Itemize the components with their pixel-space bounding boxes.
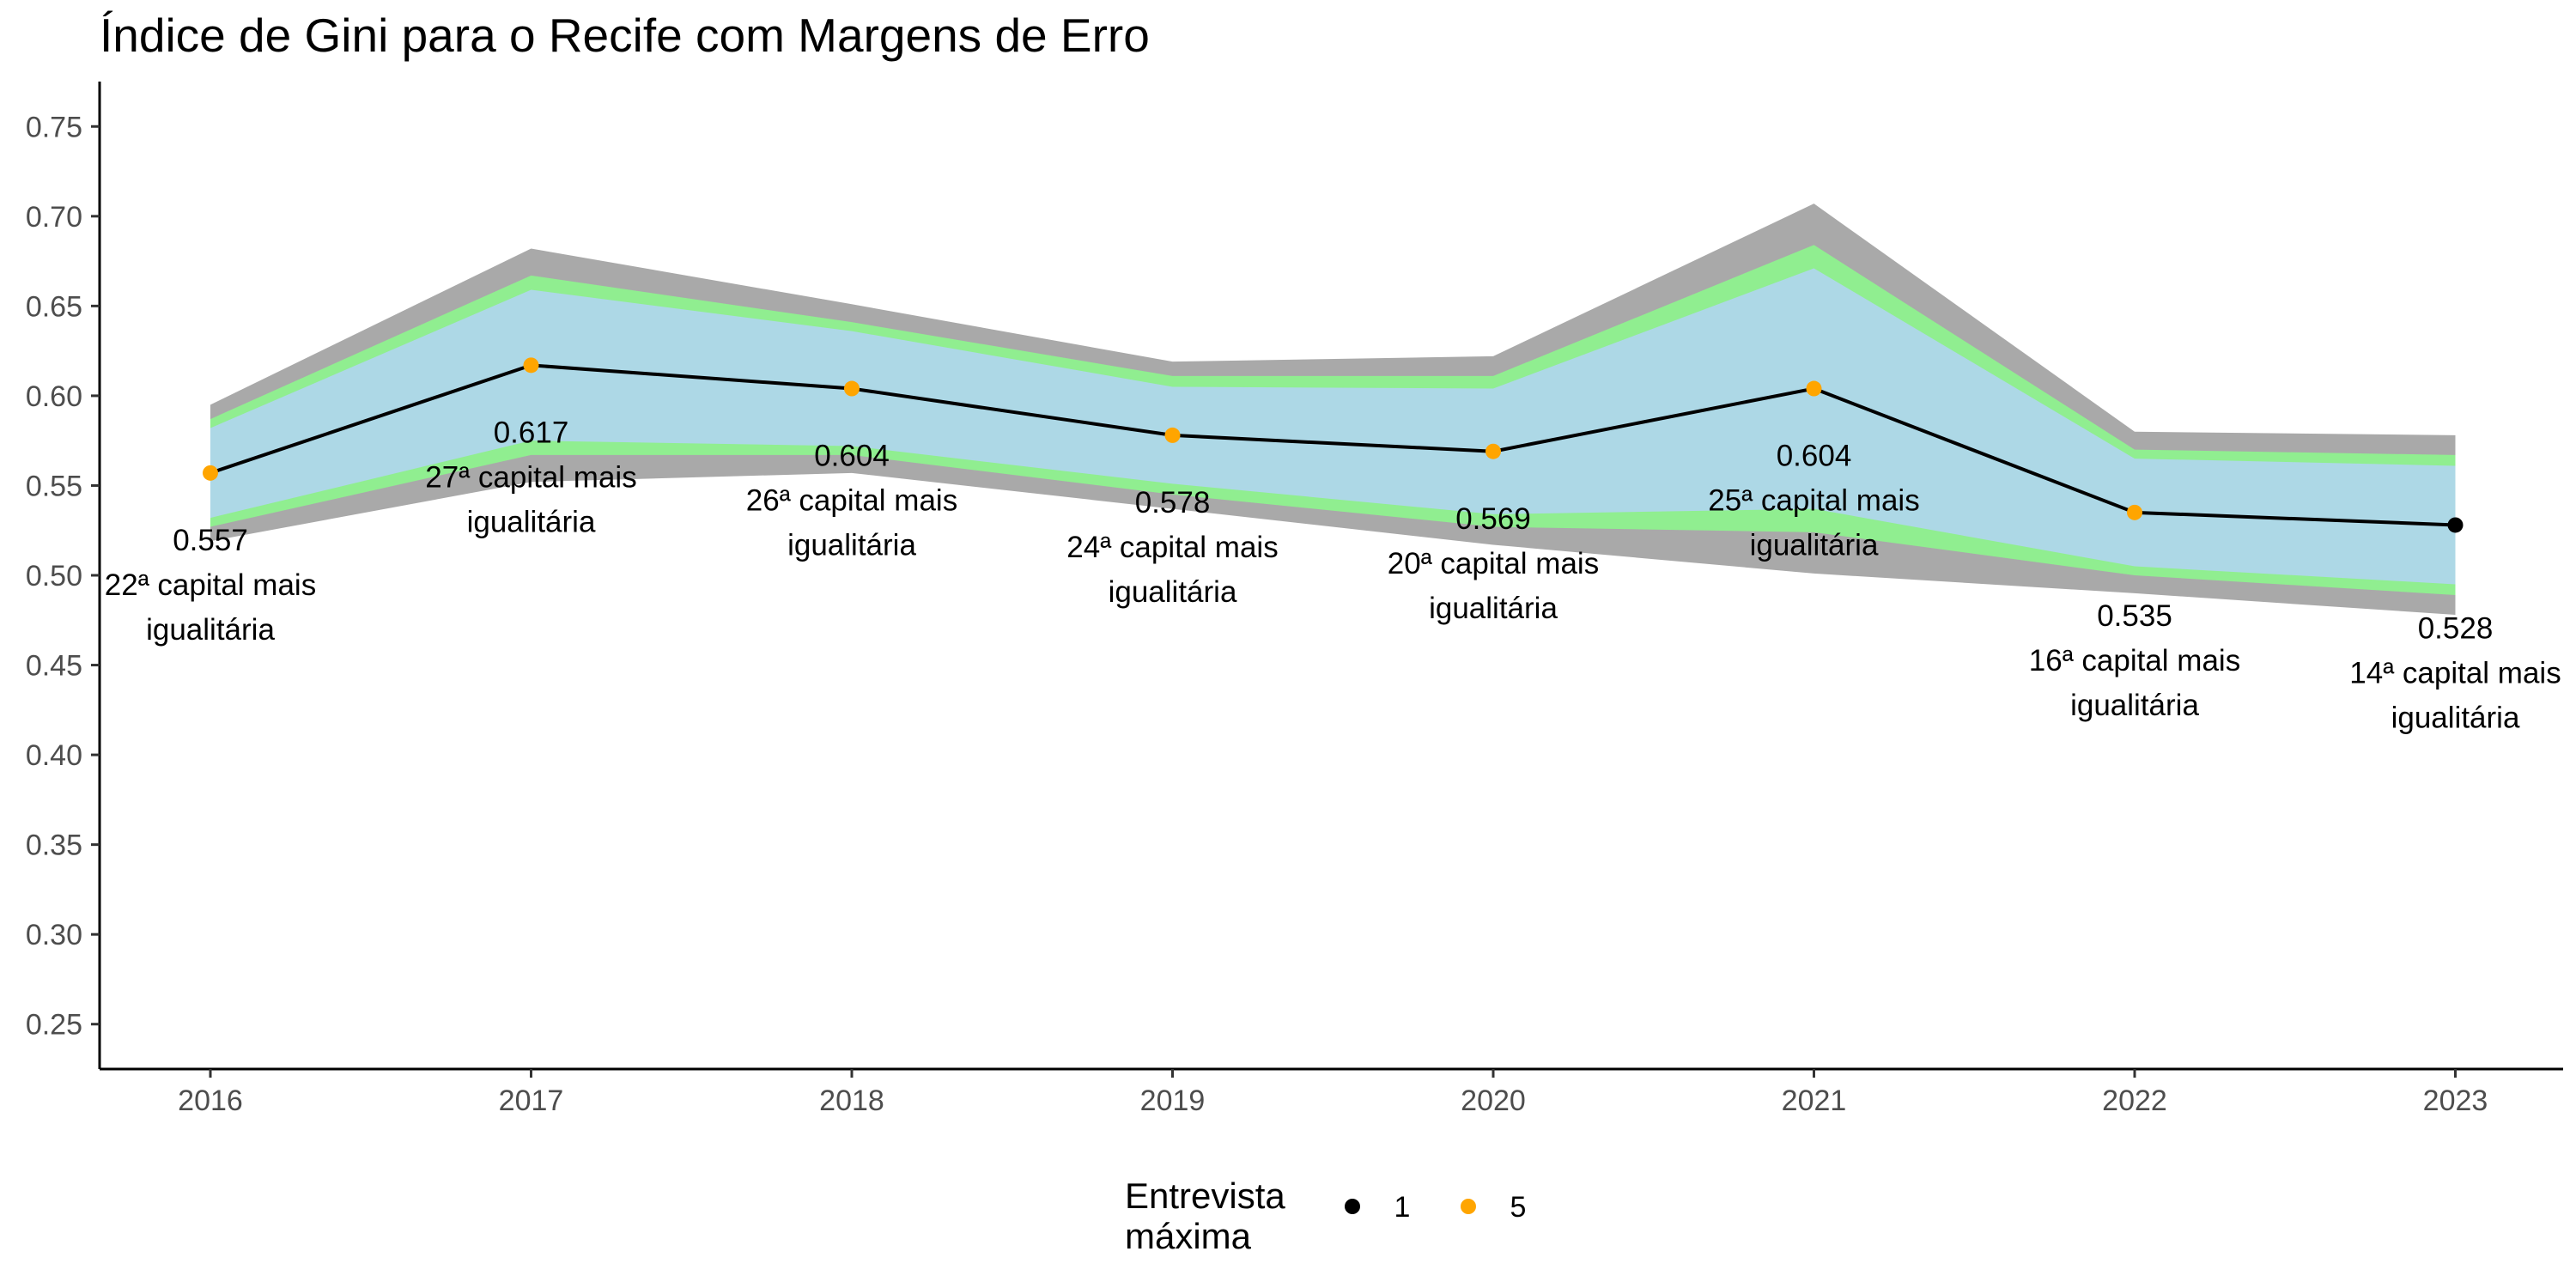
data-label-word-2023: igualitária bbox=[2391, 701, 2520, 734]
data-label-rank-2018: 26ª capital mais bbox=[746, 484, 957, 518]
y-tick-label-0.60: 0.60 bbox=[26, 380, 82, 413]
data-label-word-2022: igualitária bbox=[2070, 689, 2199, 722]
data-label-word-2019: igualitária bbox=[1109, 575, 1237, 609]
data-label-value-2018: 0.604 bbox=[814, 440, 890, 473]
data-label-word-2017: igualitária bbox=[467, 506, 596, 539]
y-tick-label-0.55: 0.55 bbox=[26, 470, 82, 502]
data-point-2016 bbox=[203, 465, 218, 481]
data-label-value-2017: 0.617 bbox=[494, 416, 569, 450]
gini-line bbox=[210, 363, 2456, 527]
x-tick-label-2021: 2021 bbox=[1782, 1084, 1847, 1117]
data-label-value-2021: 0.604 bbox=[1777, 440, 1852, 473]
error-band-3 bbox=[210, 268, 2456, 585]
data-point-2018 bbox=[844, 380, 860, 397]
y-tick-label-0.35: 0.35 bbox=[26, 829, 82, 862]
legend-title-line2: máxima bbox=[1125, 1216, 1252, 1256]
legend-key-5 bbox=[1461, 1199, 1476, 1214]
data-label-rank-2021: 25ª capital mais bbox=[1708, 484, 1919, 518]
x-tick-label-2018: 2018 bbox=[819, 1084, 884, 1117]
data-label-value-2023: 0.528 bbox=[2418, 611, 2494, 645]
gini-series bbox=[210, 363, 2456, 527]
legend-title-line1: Entrevista bbox=[1125, 1176, 1285, 1216]
data-label-value-2016: 0.557 bbox=[173, 524, 248, 557]
data-point-2023 bbox=[2447, 517, 2464, 533]
data-label-rank-2020: 20ª capital mais bbox=[1388, 547, 1599, 580]
y-tick-label-0.75: 0.75 bbox=[26, 111, 82, 143]
y-tick-label-0.50: 0.50 bbox=[26, 560, 82, 592]
y-tick-label-0.25: 0.25 bbox=[26, 1009, 82, 1042]
chart-title: Índice de Gini para o Recife com Margens… bbox=[100, 9, 1150, 62]
data-label-word-2021: igualitária bbox=[1750, 529, 1879, 562]
data-label-rank-2019: 24ª capital mais bbox=[1066, 531, 1278, 564]
legend-label-1: 1 bbox=[1394, 1191, 1411, 1224]
data-label-rank-2017: 27ª capital mais bbox=[425, 461, 636, 495]
data-label-word-2020: igualitária bbox=[1429, 592, 1558, 625]
data-point-2019 bbox=[1164, 427, 1181, 443]
y-tick-label-0.65: 0.65 bbox=[26, 290, 82, 323]
legend-key-1 bbox=[1345, 1199, 1360, 1214]
y-tick-label-0.30: 0.30 bbox=[26, 919, 82, 951]
x-tick-label-2022: 2022 bbox=[2102, 1084, 2167, 1117]
data-labels: 0.557 22ª capital mais igualitária 0.617 27ª… bbox=[105, 416, 2561, 735]
data-point-2020 bbox=[1485, 443, 1501, 459]
error-bands bbox=[210, 204, 2456, 615]
gini-points bbox=[203, 357, 2464, 533]
data-point-2022 bbox=[2127, 504, 2142, 520]
data-point-2017 bbox=[523, 357, 539, 374]
x-tick-label-2017: 2017 bbox=[499, 1084, 564, 1117]
data-label-word-2018: igualitária bbox=[787, 529, 916, 562]
legend-label-5: 5 bbox=[1510, 1191, 1527, 1224]
data-label-value-2022: 0.535 bbox=[2097, 599, 2172, 633]
y-tick-label-0.40: 0.40 bbox=[26, 739, 82, 772]
data-label-word-2016: igualitária bbox=[146, 613, 275, 647]
data-label-value-2019: 0.578 bbox=[1135, 486, 1211, 519]
data-point-2021 bbox=[1806, 380, 1822, 397]
y-tick-label-0.70: 0.70 bbox=[26, 201, 82, 234]
data-label-rank-2023: 14ª capital mais bbox=[2349, 656, 2561, 690]
x-tick-label-2023: 2023 bbox=[2423, 1084, 2488, 1117]
axes: 0.25 0.30 0.35 0.40 0.45 0.50 0.55 0.60 0.65 0.70… bbox=[26, 82, 2563, 1117]
data-label-rank-2022: 16ª capital mais bbox=[2029, 644, 2240, 677]
x-tick-label-2016: 2016 bbox=[178, 1084, 243, 1117]
data-label-value-2020: 0.569 bbox=[1455, 502, 1531, 536]
data-label-rank-2016: 22ª capital mais bbox=[105, 568, 316, 602]
x-tick-label-2020: 2020 bbox=[1461, 1084, 1526, 1117]
x-tick-label-2019: 2019 bbox=[1140, 1084, 1206, 1117]
y-tick-label-0.45: 0.45 bbox=[26, 650, 82, 683]
